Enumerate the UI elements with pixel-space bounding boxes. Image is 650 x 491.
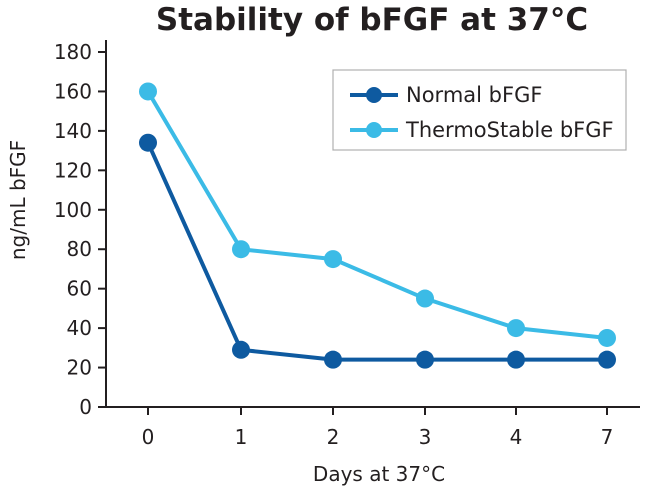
data-point — [416, 350, 434, 369]
y-tick-label: 80 — [67, 237, 92, 261]
data-point — [232, 240, 250, 259]
legend: Normal bFGF ThermoStable bFGF — [332, 69, 627, 151]
legend-label: Normal bFGF — [406, 83, 542, 107]
series-line — [146, 90, 608, 340]
data-point — [139, 82, 157, 101]
series-line — [146, 141, 607, 362]
series-normal-bfgf — [139, 133, 616, 369]
data-point — [324, 350, 342, 369]
x-tick-label: 7 — [601, 425, 614, 449]
y-tick-label: 180 — [54, 40, 92, 64]
x-tick-label: 3 — [419, 425, 432, 449]
y-tick-label: 60 — [67, 277, 92, 301]
x-tick-label: 1 — [235, 425, 248, 449]
data-point — [324, 250, 342, 269]
y-tick-label: 100 — [54, 198, 92, 222]
y-axis-label: ng/mL bFGF — [6, 140, 30, 260]
legend-marker — [366, 87, 382, 103]
data-point — [598, 350, 616, 369]
data-point — [416, 289, 434, 308]
data-point — [598, 328, 616, 347]
y-tick-label: 160 — [54, 79, 92, 103]
series-thermostable-bfgf — [139, 82, 616, 347]
axes: 0 20 40 60 80 100 120 140 160 180 0 1 2 3 4 7 — [54, 40, 640, 449]
y-tick-label: 140 — [54, 119, 92, 143]
series-layer — [139, 82, 616, 369]
data-point — [507, 350, 525, 369]
x-tick-label: 2 — [327, 425, 340, 449]
x-axis-label: Days at 37°C — [313, 462, 445, 486]
y-tick-label: 40 — [67, 316, 92, 340]
x-tick-label: 0 — [142, 425, 155, 449]
data-point — [139, 133, 157, 152]
data-point — [507, 319, 525, 338]
y-tick-label: 120 — [54, 158, 92, 182]
y-tick-label: 0 — [79, 395, 92, 419]
legend-label: ThermoStable bFGF — [405, 118, 614, 142]
chart-title: Stability of bFGF at 37°C — [156, 2, 588, 38]
x-tick-label: 4 — [510, 425, 523, 449]
legend-box — [332, 69, 627, 151]
y-tick-label: 20 — [67, 356, 92, 380]
data-point — [232, 340, 250, 359]
legend-marker — [366, 122, 382, 138]
